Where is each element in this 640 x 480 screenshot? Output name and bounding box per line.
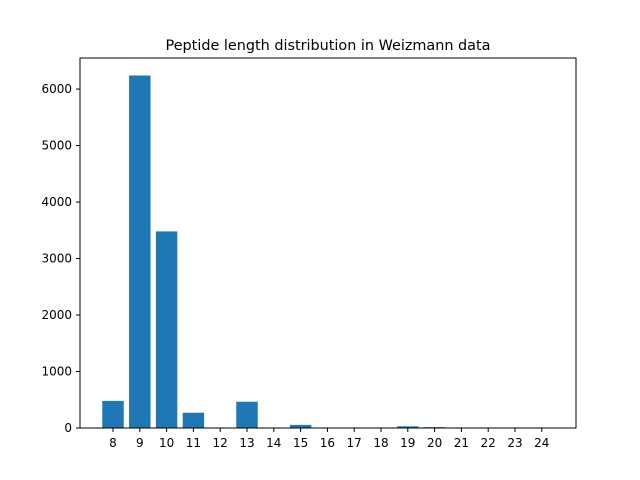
y-tick-label: 3000 bbox=[41, 252, 72, 266]
x-tick-label: 20 bbox=[427, 436, 442, 450]
y-tick-label: 4000 bbox=[41, 195, 72, 209]
bar-8 bbox=[102, 400, 124, 428]
bars-group bbox=[102, 75, 446, 428]
y-tick-label: 6000 bbox=[41, 82, 72, 96]
bar-13 bbox=[236, 401, 258, 428]
plot-background bbox=[80, 58, 576, 428]
x-tick-label: 19 bbox=[400, 436, 415, 450]
x-tick-label: 24 bbox=[534, 436, 549, 450]
bar-15 bbox=[289, 424, 312, 428]
x-tick-label: 15 bbox=[293, 436, 308, 450]
plot-frame bbox=[79, 57, 577, 429]
y-tick-label: 5000 bbox=[41, 139, 72, 153]
x-tick-label: 9 bbox=[136, 436, 144, 450]
x-tick-label: 12 bbox=[213, 436, 228, 450]
x-tick-label: 11 bbox=[186, 436, 201, 450]
bar-9 bbox=[129, 75, 151, 428]
x-tick-label: 16 bbox=[320, 436, 335, 450]
y-tick-label: 1000 bbox=[41, 365, 72, 379]
x-tick-label: 23 bbox=[507, 436, 522, 450]
x-tick-label: 18 bbox=[373, 436, 388, 450]
x-tick-label: 14 bbox=[266, 436, 281, 450]
y-tick-label: 0 bbox=[64, 421, 72, 435]
x-axis-ticks: 8 9 10 11 12 13 14 15 16 17 18 19 20 21 22 23 24 bbox=[109, 428, 549, 450]
bar-10 bbox=[155, 231, 178, 428]
x-tick-label: 22 bbox=[481, 436, 496, 450]
x-tick-label: 13 bbox=[239, 436, 254, 450]
y-axis-ticks: 0 1000 2000 3000 4000 5000 6000 bbox=[41, 82, 80, 435]
chart-title: Peptide length distribution in Weizmann … bbox=[166, 38, 491, 54]
x-tick-label: 8 bbox=[109, 436, 117, 450]
bar-11 bbox=[182, 412, 205, 428]
bar-19 bbox=[397, 426, 419, 428]
x-tick-label: 10 bbox=[159, 436, 174, 450]
y-tick-label: 2000 bbox=[41, 308, 72, 322]
x-tick-label: 17 bbox=[347, 436, 362, 450]
x-tick-label: 21 bbox=[454, 436, 469, 450]
